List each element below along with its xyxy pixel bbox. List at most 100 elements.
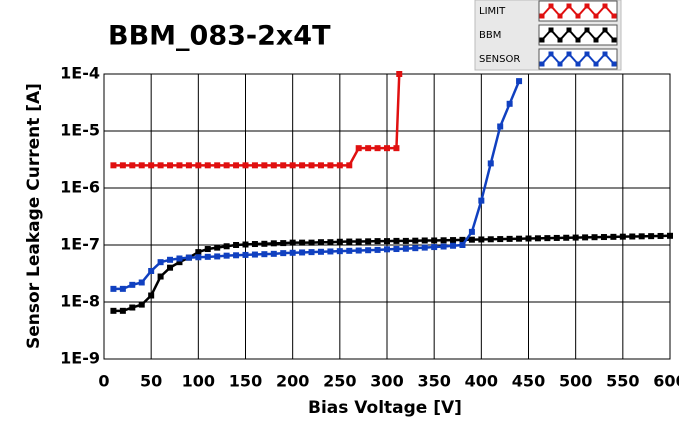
data-point <box>591 234 598 241</box>
data-point <box>308 162 315 169</box>
data-point <box>450 237 457 244</box>
data-point <box>402 245 409 252</box>
data-point <box>233 162 240 169</box>
data-point <box>317 248 324 255</box>
legend-label: BBM <box>479 30 501 41</box>
y-tick-label: 1E-6 <box>60 178 100 197</box>
data-point <box>487 236 494 243</box>
data-point <box>270 240 277 247</box>
data-point <box>384 145 390 152</box>
legend-marker <box>611 61 617 67</box>
data-point <box>497 123 504 130</box>
data-point <box>487 160 494 167</box>
data-point <box>374 246 381 253</box>
data-point <box>129 162 136 169</box>
data-point <box>336 162 343 169</box>
legend-marker <box>593 61 599 67</box>
data-point <box>440 243 447 250</box>
data-point <box>289 249 296 256</box>
y-tick-label: 1E-8 <box>60 292 100 311</box>
x-tick-label: 300 <box>370 372 403 391</box>
data-point <box>384 246 390 253</box>
data-point <box>468 236 475 243</box>
data-point <box>119 307 126 314</box>
data-point <box>167 256 174 263</box>
data-point <box>138 301 145 308</box>
data-point <box>516 78 523 85</box>
data-point <box>242 162 249 169</box>
data-point <box>148 162 155 169</box>
legend-marker <box>584 27 590 33</box>
data-point <box>308 239 315 246</box>
data-point <box>365 247 372 254</box>
data-point <box>657 232 664 239</box>
data-point <box>421 244 428 251</box>
data-point <box>280 250 287 257</box>
legend-marker <box>602 3 608 9</box>
data-point <box>261 162 268 169</box>
data-point <box>582 234 589 241</box>
data-point <box>223 252 230 259</box>
legend-marker <box>539 61 545 67</box>
legend-marker <box>593 37 599 43</box>
legend-marker <box>575 37 581 43</box>
legend-marker <box>548 51 554 57</box>
data-point <box>610 233 617 240</box>
data-point <box>365 145 372 152</box>
data-point <box>336 248 343 255</box>
legend-label: LIMIT <box>479 6 506 17</box>
data-point <box>629 233 636 240</box>
data-point <box>396 71 403 77</box>
data-point <box>365 238 372 245</box>
x-tick-label: 150 <box>229 372 262 391</box>
x-tick-label: 100 <box>182 372 215 391</box>
data-point <box>299 249 306 256</box>
x-tick-label: 450 <box>512 372 545 391</box>
data-point <box>638 233 645 240</box>
data-point <box>242 241 249 248</box>
data-point <box>534 235 541 242</box>
data-point <box>393 246 400 253</box>
data-point <box>119 285 126 292</box>
data-point <box>572 234 579 241</box>
data-point <box>261 251 268 258</box>
legend-marker <box>566 27 572 33</box>
data-point <box>478 197 485 204</box>
data-point <box>516 235 523 242</box>
data-point <box>563 234 570 241</box>
data-point <box>431 244 438 251</box>
legend-marker <box>584 3 590 9</box>
legend-marker <box>557 13 563 19</box>
data-point <box>327 248 334 255</box>
x-tick-label: 0 <box>98 372 109 391</box>
data-point <box>497 236 504 243</box>
data-point <box>280 240 287 247</box>
data-point <box>251 162 258 169</box>
data-point <box>233 242 240 248</box>
data-point <box>223 162 230 169</box>
legend-marker <box>548 27 554 33</box>
data-point <box>412 237 419 244</box>
legend-marker <box>557 37 563 43</box>
data-point <box>619 233 626 240</box>
data-point <box>223 243 230 250</box>
data-point <box>110 285 117 292</box>
data-point <box>374 145 381 152</box>
data-point <box>270 250 277 257</box>
x-axis-label: Bias Voltage [V] <box>308 398 462 418</box>
data-point <box>648 233 655 240</box>
data-point <box>176 255 183 262</box>
data-point <box>317 239 324 246</box>
data-point <box>176 259 183 266</box>
data-point <box>289 162 296 169</box>
legend-marker <box>548 3 554 9</box>
data-point <box>553 234 560 241</box>
y-axis-label: Sensor Leakage Current [A] <box>24 83 44 349</box>
legend-marker <box>539 37 545 43</box>
data-point <box>459 236 466 243</box>
x-tick-label: 250 <box>323 372 356 391</box>
x-tick-label: 350 <box>417 372 450 391</box>
data-point <box>393 237 400 244</box>
legend-marker <box>557 61 563 67</box>
data-point <box>110 307 117 314</box>
